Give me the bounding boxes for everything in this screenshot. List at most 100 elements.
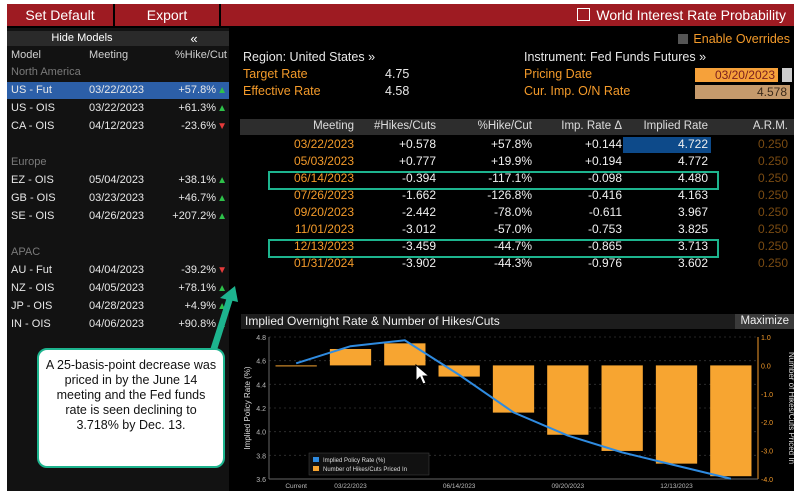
th-meeting[interactable]: Meeting	[313, 120, 354, 132]
group-label: North America	[11, 66, 81, 78]
th-hikes[interactable]: #Hikes/Cuts	[374, 120, 436, 132]
table-row[interactable]: 06/14/2023 -0.394 -117.1% -0.098 4.480 0.250	[240, 170, 794, 187]
bar	[547, 365, 589, 435]
left-tick-label: 4.8	[256, 335, 266, 342]
highlight-box-june	[268, 171, 719, 190]
model-meeting: 04/26/2023	[89, 210, 145, 222]
up-arrow-icon: ▲	[217, 85, 227, 96]
cell-meeting: 01/31/2024	[293, 256, 354, 270]
chart-panel: Implied Overnight Rate & Number of Hikes…	[241, 314, 794, 491]
table-row[interactable]: 11/01/2023 -3.012 -57.0% -0.753 3.825 0.250	[240, 221, 794, 238]
th-implied[interactable]: Implied Rate	[643, 120, 708, 132]
right-tick-label: -1.0	[761, 392, 773, 399]
cell-hikes: +0.777	[398, 154, 436, 168]
enable-overrides[interactable]: Enable Overrides	[678, 32, 790, 46]
group-label: Europe	[11, 156, 47, 168]
th-arm[interactable]: A.R.M.	[752, 120, 788, 132]
col-meeting[interactable]: Meeting	[89, 49, 129, 61]
calendar-icon[interactable]	[782, 68, 792, 82]
legend-entry: Implied Policy Rate (%)	[323, 458, 385, 464]
col-model[interactable]: Model	[11, 49, 41, 61]
model-value: +46.7%	[178, 192, 216, 204]
right-axis-title: Number of Hikes/Cuts Priced In	[787, 352, 794, 464]
cell-implied: 3.602	[677, 256, 708, 270]
table-row[interactable]: 05/03/2023 +0.777 +19.9% +0.194 4.772 0.250	[240, 153, 794, 170]
checkbox-icon[interactable]	[678, 34, 689, 44]
cell-delta: -0.611	[588, 205, 622, 219]
group-label: APAC	[11, 246, 41, 258]
model-row[interactable]: AU - Fut 04/04/2023 -39.2% ▼	[7, 262, 229, 279]
th-pct[interactable]: %Hike/Cut	[477, 120, 532, 132]
cell-implied: 3.713	[677, 239, 708, 253]
model-row[interactable]: US - OIS 03/22/2023 +61.3% ▲	[7, 100, 229, 117]
model-row[interactable]: NZ - OIS 04/05/2023 +78.1% ▲	[7, 280, 229, 297]
launch-icon[interactable]	[577, 8, 591, 21]
model-name: SE - OIS	[11, 210, 55, 222]
cell-delta: -0.865	[587, 239, 622, 253]
down-arrow-icon: ▼	[217, 121, 227, 132]
x-tick-label: 06/14/2023	[443, 483, 476, 490]
app-window: Set Default Export World Interest Rate P…	[7, 4, 794, 491]
cell-implied: 4.772	[677, 154, 708, 168]
cell-meeting: 05/03/2023	[293, 154, 354, 168]
model-name: IN - OIS	[11, 318, 51, 330]
left-tick-label: 3.8	[256, 453, 266, 460]
cell-arm: 0.250	[757, 137, 788, 151]
models-header: Hide Models «	[7, 31, 229, 46]
model-meeting: 05/04/2023	[89, 174, 145, 186]
line-series	[295, 339, 732, 480]
cell-hikes: +0.578	[398, 137, 436, 151]
model-row[interactable]: EZ - OIS 05/04/2023 +38.1% ▲	[7, 172, 229, 189]
col-hike[interactable]: %Hike/Cut	[175, 49, 227, 61]
model-value: +61.3%	[178, 102, 216, 114]
instrument-selector[interactable]: Instrument: Fed Funds Futures »	[524, 50, 707, 64]
model-meeting: 03/23/2023	[89, 192, 145, 204]
left-tick-label: 4.4	[256, 382, 266, 389]
model-value: -39.2%	[181, 264, 216, 276]
up-arrow-icon: ▲	[217, 103, 227, 114]
model-row[interactable]: GB - OIS 03/23/2023 +46.7% ▲	[7, 190, 229, 207]
up-arrow-icon: ▲	[217, 211, 227, 222]
down-arrow-icon: ▼	[217, 265, 227, 276]
chart-title: Implied Overnight Rate & Number of Hikes…	[245, 314, 500, 328]
table-row[interactable]: 12/13/2023 -3.459 -44.7% -0.865 3.713 0.250	[240, 238, 794, 255]
up-arrow-icon: ▲	[217, 175, 227, 186]
model-row[interactable]: JP - OIS 04/28/2023 +4.9% ▲	[7, 298, 229, 315]
chart-svg[interactable]: 4.8 4.6 4.4 4.2 4.0 3.8 3.6 1.0 0.0 -1.0 -2.0 -3.0 -…	[241, 329, 794, 491]
up-arrow-icon: ▲	[217, 301, 227, 312]
th-imp-delta[interactable]: Imp. Rate Δ	[561, 120, 622, 132]
cell-arm: 0.250	[757, 239, 788, 253]
model-row[interactable]: IN - OIS 04/06/2023 +90.8% ▲	[7, 316, 229, 333]
cell-pct: -126.8%	[487, 188, 532, 202]
table-row[interactable]: 07/26/2023 -1.662 -126.8% -0.416 4.163 0.250	[240, 187, 794, 204]
right-tick-label: 0.0	[761, 363, 771, 370]
table-row[interactable]: 03/22/2023 +0.578 +57.8% +0.144 4.722 0.250	[240, 136, 794, 153]
cell-pct: -57.0%	[493, 222, 532, 236]
left-tick-label: 4.0	[256, 430, 266, 437]
legend-swatch	[313, 466, 319, 471]
hide-models-button[interactable]: Hide Models	[51, 32, 113, 44]
cur-imp-value: 4.578	[695, 85, 790, 99]
export-button[interactable]: Export	[146, 7, 188, 23]
legend-entry: Number of Hikes/Cuts Priced In	[323, 467, 407, 473]
table-row[interactable]: 09/20/2023 -2.442 -78.0% -0.611 3.967 0.250	[240, 204, 794, 221]
collapse-icon[interactable]: «	[190, 31, 198, 46]
maximize-button[interactable]: Maximize	[735, 314, 794, 329]
bar	[275, 365, 317, 367]
table-row[interactable]: 01/31/2024 -3.902 -44.3% -0.976 3.602 0.250	[240, 255, 794, 272]
model-row[interactable]: CA - OIS 04/12/2023 -23.6% ▼	[7, 118, 229, 135]
model-row[interactable]: US - Fut 03/22/2023 +57.8% ▲	[7, 82, 229, 99]
set-default-button[interactable]: Set Default	[25, 7, 95, 23]
region-selector[interactable]: Region: United States »	[243, 50, 376, 64]
model-meeting: 04/12/2023	[89, 120, 145, 132]
pricing-date-input[interactable]: 03/20/2023	[695, 68, 778, 82]
model-meeting: 04/28/2023	[89, 300, 145, 312]
cell-pct: -78.0%	[493, 205, 532, 219]
cell-delta: -0.416	[587, 188, 622, 202]
cell-implied: 4.163	[677, 188, 708, 202]
cell-implied: 3.967	[677, 205, 708, 219]
window-title: World Interest Rate Probability	[577, 4, 786, 26]
highlight-box-december	[268, 239, 719, 258]
model-row[interactable]: SE - OIS 04/26/2023 +207.2% ▲	[7, 208, 229, 225]
cell-implied: 3.825	[677, 222, 708, 236]
